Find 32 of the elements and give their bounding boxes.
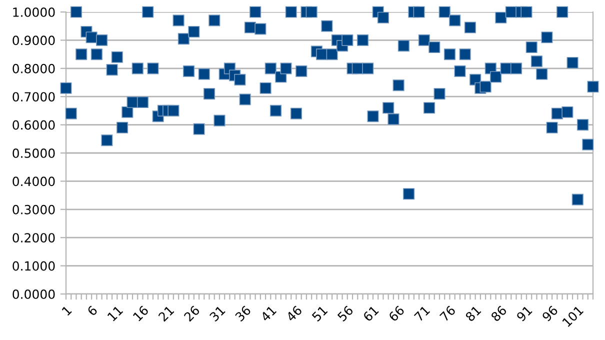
x-tick-label: 71 bbox=[414, 306, 430, 322]
x-tick-label: 101 bbox=[562, 305, 584, 328]
x-tick-label: 56 bbox=[337, 305, 354, 322]
x-tick-label: 11 bbox=[107, 306, 124, 322]
y-tick-label: 0.9000 bbox=[12, 36, 55, 46]
x-tick-label: 46 bbox=[286, 305, 303, 322]
x-tick-label: 6 bbox=[86, 305, 98, 316]
x-tick-label: 66 bbox=[388, 305, 405, 322]
x-tick-label: 1 bbox=[62, 306, 72, 316]
y-tick-label: 0.4000 bbox=[12, 176, 55, 186]
y-tick-label: 0.1000 bbox=[12, 261, 55, 271]
x-tick-label: 21 bbox=[158, 305, 174, 322]
y-tick-label: 0.7000 bbox=[12, 92, 55, 102]
x-tick-label: 26 bbox=[183, 305, 200, 322]
y-tick-label: 0.3000 bbox=[12, 204, 55, 214]
y-tick-label: 0.6000 bbox=[12, 120, 55, 130]
x-tick-label: 51 bbox=[312, 306, 328, 322]
y-tick-label: 0.0000 bbox=[12, 289, 55, 299]
y-tick-label: 0.5000 bbox=[12, 148, 55, 158]
x-tick-label: 86 bbox=[490, 305, 508, 322]
x-tick-label: 96 bbox=[542, 305, 558, 322]
x-tick-label: 61 bbox=[362, 305, 380, 322]
x-tick-label: 16 bbox=[132, 305, 150, 322]
x-tick-label: 36 bbox=[234, 305, 252, 322]
x-tick-label: 81 bbox=[464, 305, 482, 322]
x-tick-label: 31 bbox=[209, 305, 226, 322]
x-tick-label: 41 bbox=[260, 306, 277, 322]
y-tick-label: 0.8000 bbox=[12, 64, 55, 74]
y-tick-label: 1.0000 bbox=[13, 7, 55, 17]
x-tick-label: 91 bbox=[516, 305, 533, 322]
x-tick-label: 76 bbox=[439, 305, 456, 322]
y-tick-label: 0.2000 bbox=[12, 233, 55, 243]
